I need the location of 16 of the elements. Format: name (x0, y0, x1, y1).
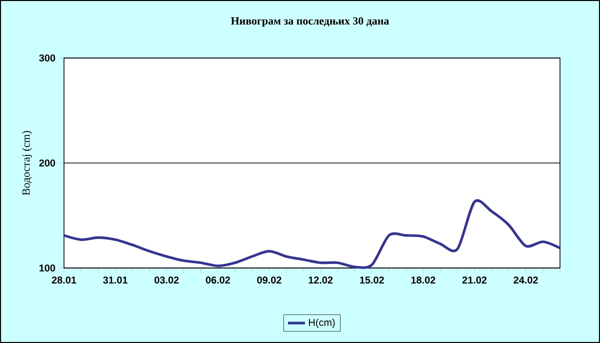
y-tick-label: 100 (39, 264, 56, 272)
x-tick-label: 31.01 (103, 276, 128, 284)
y-axis-title: Водостај (cm) (22, 131, 32, 196)
x-tick-label: 09.02 (257, 276, 282, 284)
x-tick-label: 24.02 (514, 276, 538, 284)
legend-label: H(cm) (309, 318, 335, 328)
chart-title: Нивограм за последњих 30 дана (230, 17, 390, 27)
y-tick-label: 300 (39, 54, 56, 62)
x-tick-label: 06.02 (206, 276, 230, 284)
x-tick-label: 15.02 (360, 276, 384, 284)
x-tick-label: 12.02 (308, 276, 333, 284)
x-tick-label: 21.02 (462, 276, 487, 284)
x-tick-label: 03.02 (154, 276, 179, 284)
x-tick-label: 18.02 (411, 276, 436, 284)
y-tick-label: 200 (39, 159, 56, 167)
x-tick-label: 28.01 (52, 276, 76, 284)
